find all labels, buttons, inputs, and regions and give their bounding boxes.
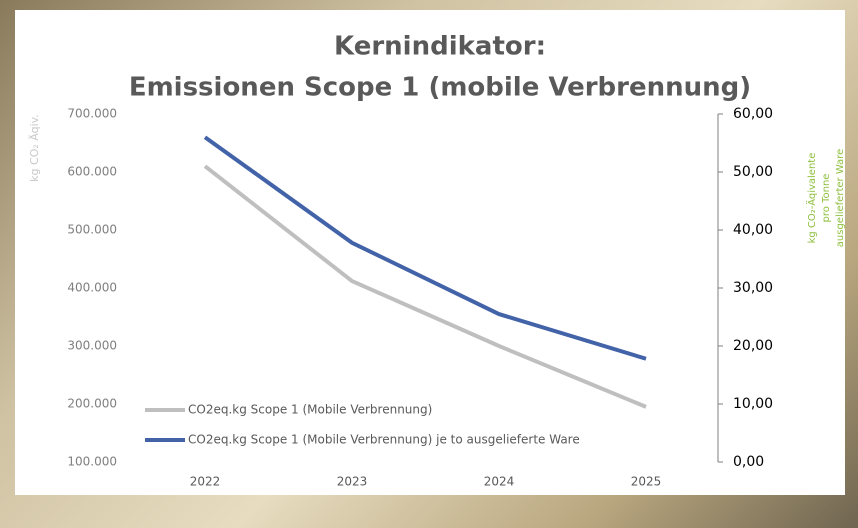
- y2-axis-title: kg CO₂-Äqivalente: [805, 153, 818, 244]
- y-tick-label: 300.000: [67, 339, 117, 353]
- x-tick-label: 2022: [190, 475, 221, 489]
- y2-tick-label: 50,00: [733, 164, 773, 180]
- y2-tick-label: 0,00: [733, 454, 764, 470]
- y2-axis-title: ausgelieferter Ware: [835, 149, 846, 247]
- y2-tick-label: 10,00: [733, 396, 773, 412]
- x-tick-label: 2023: [337, 475, 368, 489]
- legend-label: CO2eq.kg Scope 1 (Mobile Verbrennung): [188, 403, 432, 417]
- y-tick-label: 200.000: [67, 397, 117, 411]
- y2-tick-label: 20,00: [733, 338, 773, 354]
- y2-tick-label: 30,00: [733, 280, 773, 296]
- y-axis-title: kg CO₂ Äqiv.: [28, 114, 41, 182]
- y-tick-label: 600.000: [67, 165, 117, 179]
- chart-title: Kernindikator:: [334, 32, 546, 62]
- legend-label: CO2eq.kg Scope 1 (Mobile Verbrennung) je…: [188, 433, 580, 447]
- y-tick-label: 400.000: [67, 281, 117, 295]
- y-tick-label: 100.000: [67, 455, 117, 469]
- y-tick-label: 700.000: [67, 107, 117, 121]
- chart: Kernindikator: Emissionen Scope 1 (mobil…: [0, 0, 858, 528]
- chart-title: Emissionen Scope 1 (mobile Verbrennung): [129, 73, 751, 103]
- y2-tick-label: 40,00: [733, 222, 773, 238]
- y2-tick-label: 60,00: [733, 106, 773, 122]
- y2-axis-title: pro Tonne: [821, 174, 832, 223]
- x-tick-label: 2025: [631, 475, 662, 489]
- x-tick-label: 2024: [484, 475, 515, 489]
- y-tick-label: 500.000: [67, 223, 117, 237]
- page: Kernindikator: Emissionen Scope 1 (mobil…: [0, 0, 858, 528]
